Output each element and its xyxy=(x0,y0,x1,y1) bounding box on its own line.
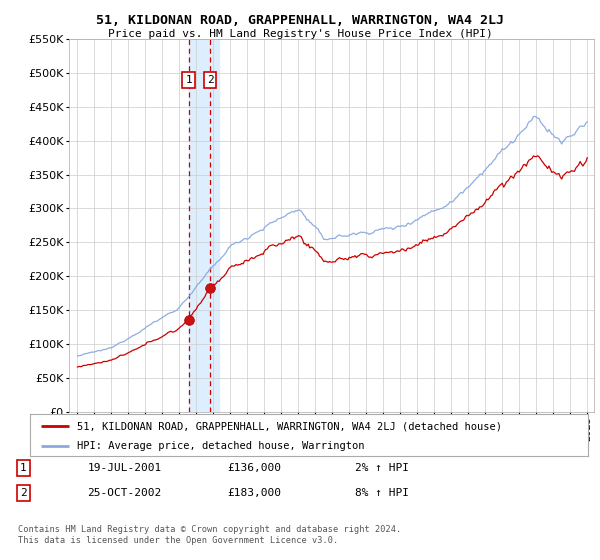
Text: 2: 2 xyxy=(20,488,27,498)
Bar xyxy=(210,39,218,412)
Text: 51, KILDONAN ROAD, GRAPPENHALL, WARRINGTON, WA4 2LJ (detached house): 51, KILDONAN ROAD, GRAPPENHALL, WARRINGT… xyxy=(77,421,502,431)
Text: 19-JUL-2001: 19-JUL-2001 xyxy=(88,463,162,473)
Bar xyxy=(188,39,210,412)
Text: 25-OCT-2002: 25-OCT-2002 xyxy=(88,488,162,498)
Text: 8% ↑ HPI: 8% ↑ HPI xyxy=(355,488,409,498)
Text: 2% ↑ HPI: 2% ↑ HPI xyxy=(355,463,409,473)
Text: 1: 1 xyxy=(20,463,27,473)
Text: 2: 2 xyxy=(207,75,214,85)
Text: Price paid vs. HM Land Registry's House Price Index (HPI): Price paid vs. HM Land Registry's House … xyxy=(107,29,493,39)
Text: HPI: Average price, detached house, Warrington: HPI: Average price, detached house, Warr… xyxy=(77,441,365,451)
Text: 1: 1 xyxy=(185,75,192,85)
Text: 51, KILDONAN ROAD, GRAPPENHALL, WARRINGTON, WA4 2LJ: 51, KILDONAN ROAD, GRAPPENHALL, WARRINGT… xyxy=(96,14,504,27)
Text: £136,000: £136,000 xyxy=(227,463,281,473)
Text: Contains HM Land Registry data © Crown copyright and database right 2024.
This d: Contains HM Land Registry data © Crown c… xyxy=(18,525,401,545)
Text: £183,000: £183,000 xyxy=(227,488,281,498)
